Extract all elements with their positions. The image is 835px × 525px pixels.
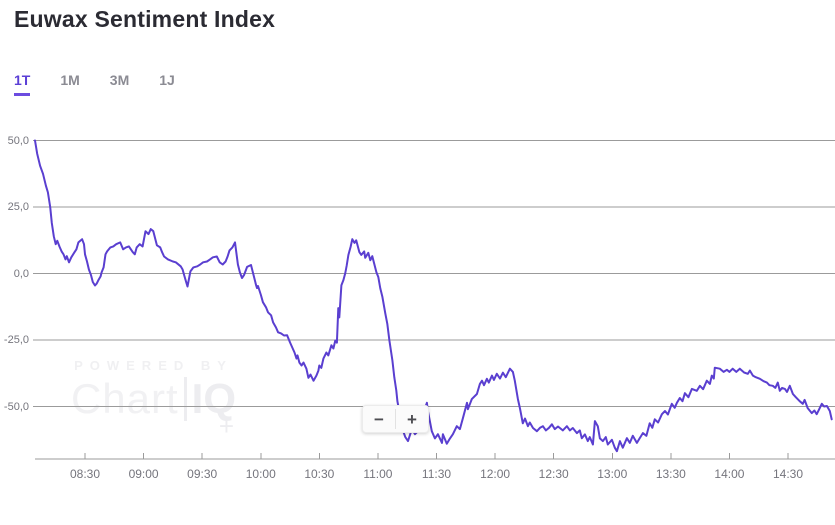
tab-1t[interactable]: 1T bbox=[14, 72, 31, 96]
y-axis-label: 50,0 bbox=[7, 134, 29, 147]
x-axis-label: 08:30 bbox=[69, 467, 101, 481]
y-axis-label: -25,0 bbox=[3, 334, 29, 346]
x-axis bbox=[35, 453, 835, 460]
range-tabs: 1T 1M 3M 1J bbox=[14, 72, 175, 96]
zoom-control: − + bbox=[362, 405, 429, 433]
x-axis-label: 14:00 bbox=[714, 467, 745, 481]
x-axis-label: 10:30 bbox=[304, 467, 335, 481]
x-axis-label: 13:30 bbox=[655, 467, 686, 481]
zoom-in-button[interactable]: + bbox=[407, 409, 417, 429]
y-axis-label: -50,0 bbox=[3, 400, 29, 413]
page-title: Euwax Sentiment Index bbox=[14, 6, 276, 32]
series-line bbox=[34, 139, 833, 453]
x-axis-label: 12:00 bbox=[480, 467, 511, 481]
x-axis-label: 11:00 bbox=[363, 467, 393, 481]
tab-1j[interactable]: 1J bbox=[159, 72, 175, 88]
x-axis-label: 09:30 bbox=[187, 467, 218, 481]
tab-3m[interactable]: 3M bbox=[109, 72, 130, 88]
gridlines bbox=[33, 140, 835, 407]
x-axis-label: 12:30 bbox=[538, 467, 569, 481]
zoom-out-button[interactable]: − bbox=[374, 409, 384, 429]
x-axis-label: 14:30 bbox=[772, 467, 804, 481]
zoom-control-divider bbox=[395, 409, 396, 429]
y-axis-label: 0,0 bbox=[13, 267, 29, 280]
x-axis-label: 10:00 bbox=[245, 467, 276, 481]
x-axis-label: 13:00 bbox=[597, 467, 628, 481]
y-axis-label: 25,0 bbox=[7, 201, 29, 213]
x-axis-label: 09:00 bbox=[128, 467, 159, 481]
tab-1m[interactable]: 1M bbox=[60, 72, 80, 88]
x-axis-label: 11:30 bbox=[421, 467, 452, 481]
